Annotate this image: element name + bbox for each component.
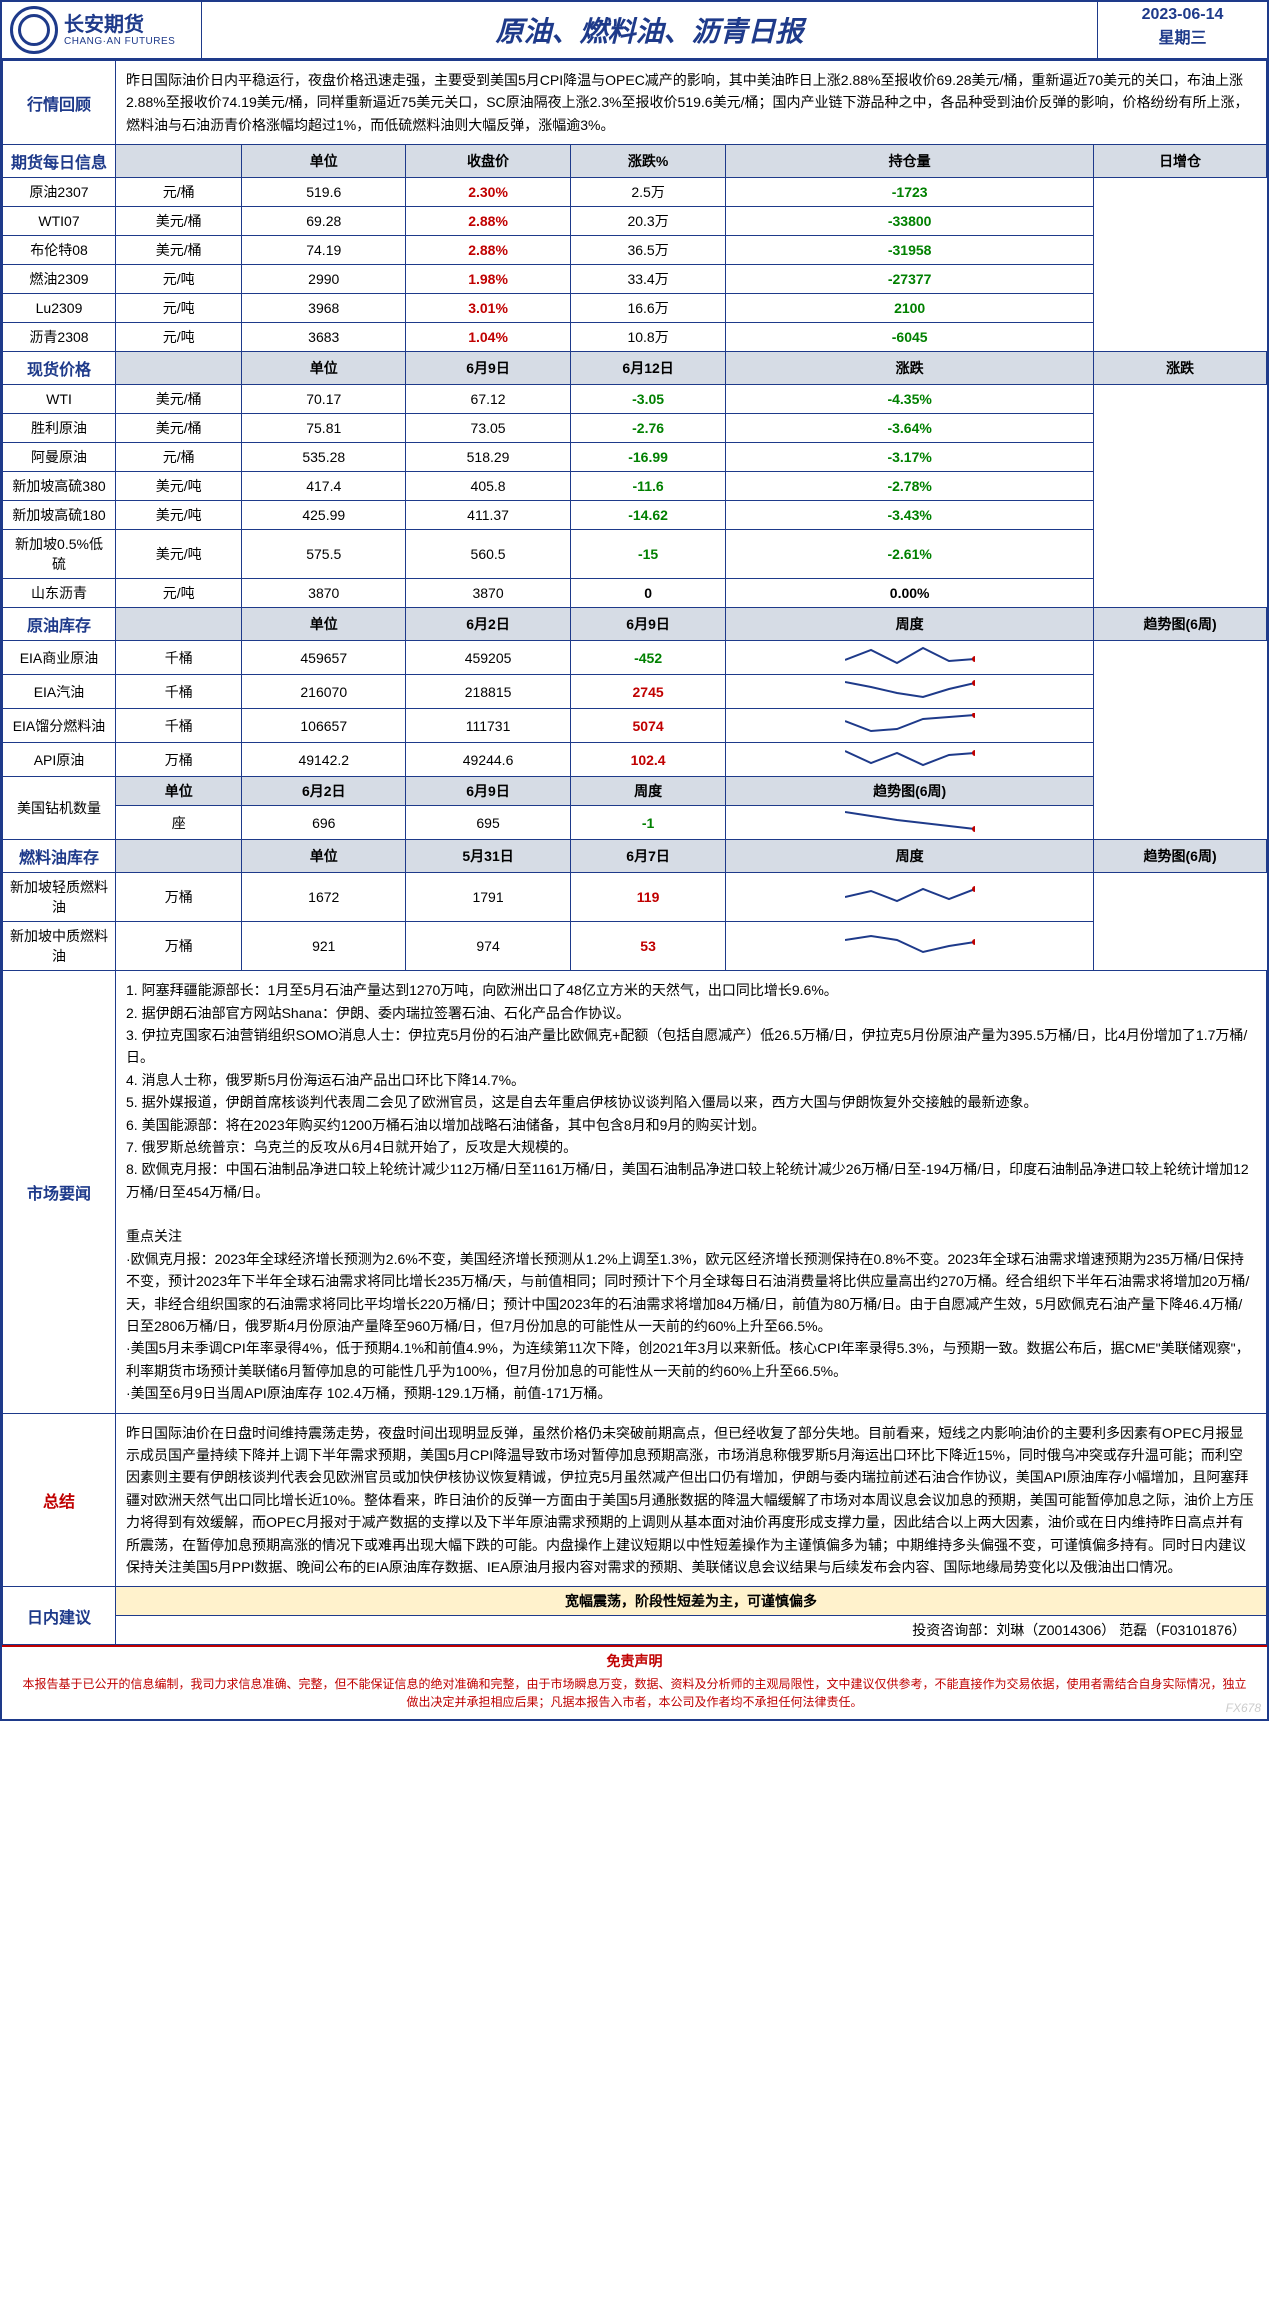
col-unit: 单位 (242, 145, 406, 178)
news-text: 1. 阿塞拜疆能源部长：1月至5月石油产量达到1270万吨，向欧洲出口了48亿立… (116, 971, 1267, 1413)
rigs-spark (726, 806, 1094, 840)
report-weekday: 星期三 (1102, 24, 1263, 48)
rigs-chg: -1 (571, 806, 726, 840)
table-row: 阿曼原油元/桶535.28518.29 -16.99-3.17% (3, 443, 1267, 472)
table-row: 沥青2308元/吨3683 1.04%10.8万 -6045 (3, 323, 1267, 352)
table-row: 新加坡0.5%低硫美元/吨575.5560.5 -15-2.61% (3, 530, 1267, 579)
section-review-label: 行情回顾 (3, 61, 116, 145)
table-row: 新加坡轻质燃料油万桶16721791 119 (3, 873, 1267, 922)
table-row: 胜利原油美元/桶75.8173.05 -2.76-3.64% (3, 414, 1267, 443)
table-row: EIA汽油千桶216070218815 2745 (3, 675, 1267, 709)
table-row: EIA馏分燃料油千桶106657111731 5074 (3, 709, 1267, 743)
logo-icon (10, 6, 58, 54)
table-row: API原油万桶49142.249244.6 102.4 (3, 743, 1267, 777)
section-inv-label: 原油库存 (3, 608, 116, 641)
section-fuel-label: 燃料油库存 (3, 840, 116, 873)
table-row: 新加坡高硫380美元/吨417.4405.8 -11.6-2.78% (3, 472, 1267, 501)
section-futures-label: 期货每日信息 (3, 145, 116, 178)
table-row: 布伦特08美元/桶74.19 2.88%36.5万 -31958 (3, 236, 1267, 265)
logo-en: CHANG·AN FUTURES (64, 36, 175, 47)
table-row: 新加坡中质燃料油万桶921974 53 (3, 922, 1267, 971)
disclaimer-title: 免责声明 (2, 1645, 1267, 1671)
table-row: Lu2309元/吨3968 3.01%16.6万 2100 (3, 294, 1267, 323)
report-date: 2023-06-14 (1102, 6, 1263, 24)
logo-cn: 长安期货 (64, 14, 175, 36)
date-cell: 2023-06-14 星期三 (1097, 2, 1267, 58)
table-row: WTI07美元/桶69.28 2.88%20.3万 -33800 (3, 207, 1267, 236)
section-news-label: 市场要闻 (3, 971, 116, 1413)
watermark: FX678 (1226, 1699, 1261, 1717)
table-row: 燃油2309元/吨2990 1.98%33.4万 -27377 (3, 265, 1267, 294)
section-advice-label: 日内建议 (3, 1587, 116, 1645)
review-text: 昨日国际油价日内平稳运行，夜盘价格迅速走强，主要受到美国5月CPI降温与OPEC… (116, 61, 1267, 145)
table-row: 新加坡高硫180美元/吨425.99411.37 -14.62-3.43% (3, 501, 1267, 530)
rigs-name: 美国钻机数量 (3, 777, 116, 840)
section-summary-label: 总结 (3, 1413, 116, 1587)
advice-line: 宽幅震荡，阶段性短差为主，可谨慎偏多 (116, 1587, 1267, 1616)
col-chg: 日增仓 (1094, 145, 1267, 178)
col-pct: 涨跌% (571, 145, 726, 178)
table-row: EIA商业原油千桶459657459205 -452 (3, 641, 1267, 675)
report-title: 原油、燃料油、沥青日报 (202, 2, 1097, 58)
col-oi: 持仓量 (726, 145, 1094, 178)
col-close: 收盘价 (406, 145, 571, 178)
advice-contact: 投资咨询部：刘琳（Z0014306） 范磊（F03101876） (116, 1616, 1267, 1645)
logo-cell: 长安期货 CHANG·AN FUTURES (2, 2, 202, 58)
table-row: 原油2307元/桶519.6 2.30%2.5万 -1723 (3, 178, 1267, 207)
section-spot-label: 现货价格 (3, 352, 116, 385)
report-page: 长安期货 CHANG·AN FUTURES 原油、燃料油、沥青日报 2023-0… (0, 0, 1269, 1721)
header: 长安期货 CHANG·AN FUTURES 原油、燃料油、沥青日报 2023-0… (2, 2, 1267, 60)
disclaimer-text: 本报告基于已公开的信息编制，我司力求信息准确、完整，但不能保证信息的绝对准确和完… (2, 1671, 1267, 1719)
summary-text: 昨日国际油价在日盘时间维持震荡走势，夜盘时间出现明显反弹，虽然价格仍未突破前期高… (116, 1413, 1267, 1587)
table-row: WTI美元/桶70.1767.12 -3.05-4.35% (3, 385, 1267, 414)
table-row: 山东沥青元/吨38703870 00.00% (3, 579, 1267, 608)
